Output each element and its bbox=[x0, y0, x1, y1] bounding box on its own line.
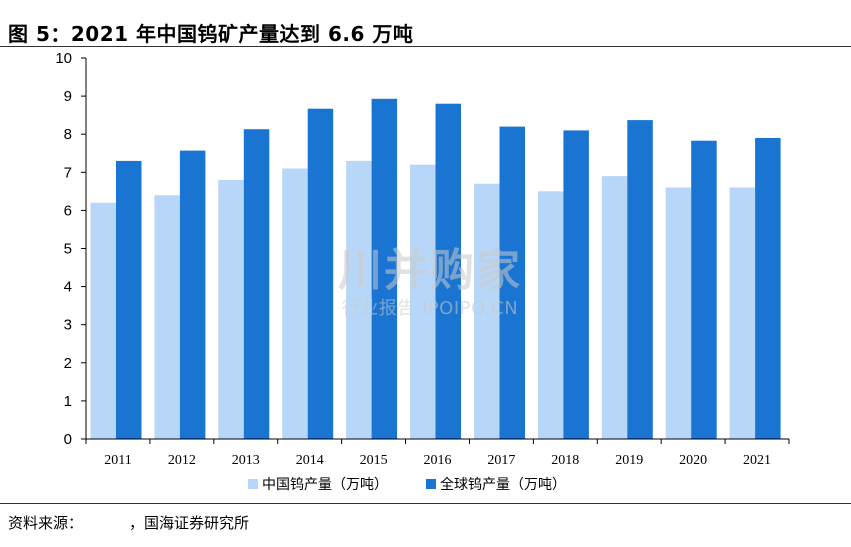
legend-label-china: 中国钨产量（万吨） bbox=[262, 477, 388, 493]
source-note: 资料来源： ，国海证券研究所 bbox=[8, 512, 249, 533]
bar-global-2011 bbox=[116, 160, 142, 439]
legend-swatch-china bbox=[248, 479, 258, 489]
x-tick-label: 2018 bbox=[551, 453, 579, 468]
x-tick-label: 2021 bbox=[743, 453, 771, 468]
bar-global-2012 bbox=[179, 150, 206, 439]
bar-global-2019 bbox=[627, 120, 653, 439]
y-axis: 0 1 2 3 4 5 6 7 8 9 10 bbox=[55, 50, 87, 448]
y-tick-label: 0 bbox=[64, 431, 72, 448]
bar-china-2013 bbox=[218, 179, 244, 439]
bar-china-2015 bbox=[346, 160, 372, 439]
legend: 中国钨产量（万吨） 全球钨产量（万吨） bbox=[248, 474, 604, 494]
bar-china-2018 bbox=[537, 191, 564, 439]
y-tick-label: 10 bbox=[55, 50, 72, 67]
bar-global-2014 bbox=[307, 108, 334, 439]
y-tick-label: 1 bbox=[64, 393, 72, 410]
legend-swatch-global bbox=[426, 479, 436, 489]
y-tick-label: 9 bbox=[64, 88, 72, 105]
chart-title: 图 5：2021 年中国钨矿产量达到 6.6 万吨 bbox=[8, 22, 414, 46]
y-tick-label: 4 bbox=[64, 279, 72, 296]
x-tick-label: 2017 bbox=[487, 453, 515, 468]
y-tick-label: 6 bbox=[64, 202, 72, 219]
top-rule bbox=[0, 46, 851, 47]
bar-china-2017 bbox=[474, 183, 500, 439]
source-label: 资料来源： bbox=[8, 514, 84, 532]
y-tick-label: 7 bbox=[64, 164, 72, 181]
bottom-rule bbox=[0, 503, 851, 504]
bar-global-2016 bbox=[435, 103, 461, 439]
x-tick-label: 2020 bbox=[679, 453, 707, 468]
bar-global-2020 bbox=[691, 140, 717, 439]
bar-china-2011 bbox=[90, 202, 116, 439]
bar-china-2016 bbox=[410, 164, 436, 439]
x-tick-label: 2013 bbox=[232, 453, 260, 468]
y-tick-label: 5 bbox=[64, 241, 72, 258]
bar-global-2013 bbox=[243, 129, 270, 439]
bar-china-2012 bbox=[154, 195, 180, 439]
bar-china-2014 bbox=[282, 168, 308, 439]
bar-china-2019 bbox=[601, 176, 628, 439]
x-tick-label: 2012 bbox=[168, 453, 196, 468]
bar-global-2021 bbox=[755, 138, 781, 439]
x-tick-label: 2016 bbox=[424, 453, 452, 468]
legend-item-china: 中国钨产量（万吨） bbox=[248, 474, 388, 494]
source-text: ，国海证券研究所 bbox=[129, 514, 250, 532]
bar-global-2015 bbox=[371, 98, 398, 440]
x-axis: 2011 2012 2013 2014 2015 2016 2017 2018 2019 2020… bbox=[85, 438, 790, 468]
legend-label-global: 全球钨产量（万吨） bbox=[440, 477, 566, 493]
bar-china-2020 bbox=[665, 187, 692, 439]
bars-group bbox=[90, 98, 781, 440]
bar-global-2018 bbox=[563, 130, 589, 439]
y-tick-label: 3 bbox=[64, 317, 72, 334]
x-tick-label: 2011 bbox=[104, 453, 131, 468]
y-tick-label: 8 bbox=[64, 126, 72, 143]
x-tick-label: 2014 bbox=[296, 453, 324, 468]
x-tick-label: 2019 bbox=[615, 453, 643, 468]
legend-item-global: 全球钨产量（万吨） bbox=[426, 474, 566, 494]
bar-global-2017 bbox=[499, 126, 525, 439]
bar-china-2021 bbox=[729, 187, 756, 439]
y-tick-label: 2 bbox=[64, 355, 72, 372]
x-tick-label: 2015 bbox=[360, 453, 388, 468]
